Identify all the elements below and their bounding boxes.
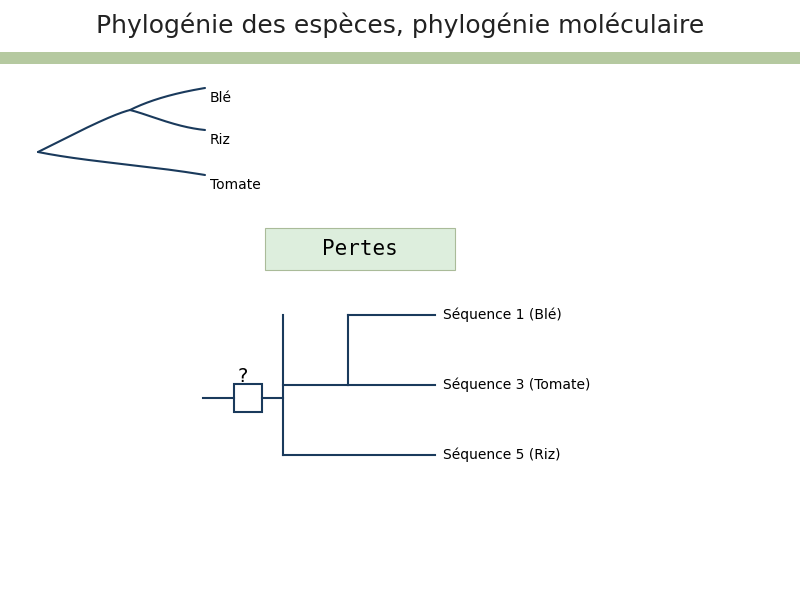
Text: Séquence 3 (Tomate): Séquence 3 (Tomate) — [443, 378, 590, 392]
Text: Tomate: Tomate — [210, 178, 261, 192]
Bar — [0, 52, 800, 64]
Bar — [265, 228, 455, 270]
Text: Séquence 1 (Blé): Séquence 1 (Blé) — [443, 308, 562, 322]
Text: ?: ? — [238, 367, 248, 385]
Text: Phylogénie des espèces, phylogénie moléculaire: Phylogénie des espèces, phylogénie moléc… — [96, 12, 704, 38]
Text: Riz: Riz — [210, 133, 231, 147]
Bar — [234, 384, 262, 412]
Text: Pertes: Pertes — [322, 239, 398, 259]
Text: Blé: Blé — [210, 91, 232, 105]
Text: Séquence 5 (Riz): Séquence 5 (Riz) — [443, 448, 561, 462]
